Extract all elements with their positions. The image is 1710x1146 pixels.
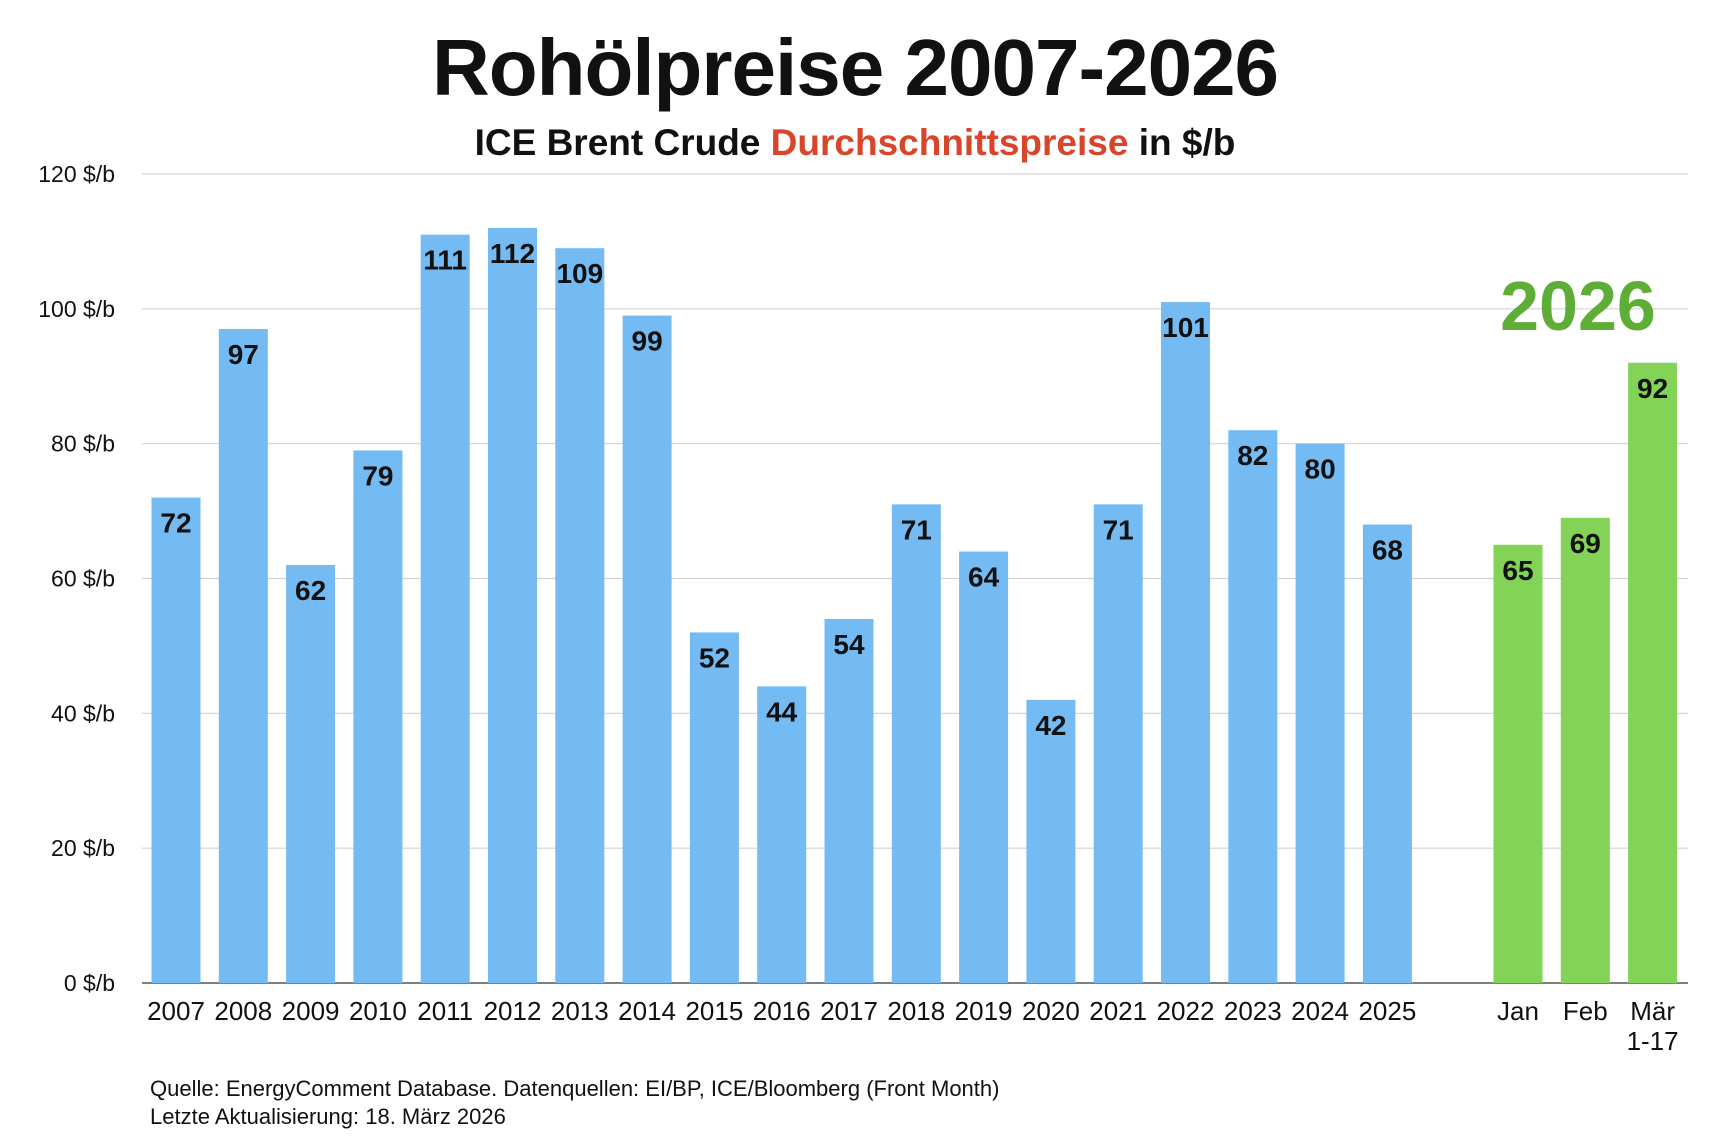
data-label: 52	[699, 642, 730, 673]
bar	[959, 551, 1009, 983]
bar	[555, 248, 605, 984]
data-label: 71	[1103, 514, 1134, 545]
bar	[1093, 504, 1143, 983]
bar	[1560, 517, 1610, 983]
bar	[891, 504, 941, 983]
data-label: 101	[1162, 312, 1209, 343]
data-label: 82	[1237, 440, 1268, 471]
bar	[689, 632, 739, 983]
group-label-2026: 2026	[1500, 267, 1656, 345]
y-tick-label: 0 $/b	[64, 970, 115, 996]
bar	[1493, 544, 1543, 983]
x-tick-label: Mär	[1630, 996, 1675, 1026]
bar	[286, 565, 336, 983]
bar	[1362, 524, 1412, 983]
data-label: 64	[968, 562, 1000, 593]
x-tick-label: Jan	[1497, 996, 1539, 1026]
x-tick-label: 1-17	[1627, 1026, 1679, 1056]
data-label: 44	[766, 696, 798, 727]
source-text: Quelle: EnergyComment Database. Datenque…	[150, 1076, 1000, 1101]
bar	[1026, 699, 1076, 983]
source-note: Quelle: EnergyComment Database. Datenque…	[150, 1075, 999, 1131]
y-tick-label: 40 $/b	[51, 700, 115, 726]
x-tick-label: 2013	[551, 996, 609, 1026]
data-label: 68	[1372, 535, 1403, 566]
data-label: 71	[901, 514, 932, 545]
x-tick-label: 2008	[214, 996, 272, 1026]
x-tick-label: 2017	[820, 996, 878, 1026]
data-label: 99	[632, 326, 663, 357]
x-tick-label: Feb	[1563, 996, 1608, 1026]
subtitle-accent: Durchschnittspreise	[770, 122, 1129, 163]
x-tick-label: 2020	[1022, 996, 1080, 1026]
x-tick-label: 2009	[282, 996, 340, 1026]
bar	[622, 315, 672, 983]
x-tick-label: 2007	[147, 996, 205, 1026]
data-label: 112	[490, 238, 535, 269]
update-text: Letzte Aktualisierung: 18. März 2026	[150, 1104, 506, 1129]
bar	[1628, 362, 1678, 983]
bar	[151, 497, 201, 983]
bar	[420, 234, 470, 984]
data-label: 92	[1637, 373, 1668, 404]
y-tick-label: 20 $/b	[51, 835, 115, 861]
data-label: 72	[160, 508, 191, 539]
bar	[757, 686, 807, 983]
data-label: 62	[295, 575, 326, 606]
data-label: 54	[833, 629, 865, 660]
y-tick-label: 120 $/b	[38, 161, 115, 187]
bar	[353, 450, 403, 983]
bar	[218, 329, 268, 983]
data-label: 109	[556, 258, 603, 289]
data-label: 79	[362, 460, 393, 491]
x-tick-label: 2019	[955, 996, 1013, 1026]
bar	[824, 618, 874, 983]
x-tick-label: 2011	[417, 996, 473, 1026]
bar	[488, 227, 537, 983]
y-tick-label: 100 $/b	[38, 296, 115, 322]
bar	[1228, 430, 1278, 983]
data-label: 111	[423, 245, 467, 276]
x-tick-label: 2014	[618, 996, 676, 1026]
data-label: 69	[1570, 528, 1601, 559]
x-tick-label: 2016	[753, 996, 811, 1026]
chart-title: Rohölpreise 2007-2026	[431, 23, 1279, 112]
bar	[1161, 302, 1210, 983]
x-tick-label: 2024	[1291, 996, 1349, 1026]
bar	[1295, 443, 1345, 984]
x-tick-label: 2025	[1358, 996, 1416, 1026]
x-tick-label: 2015	[685, 996, 743, 1026]
data-label: 80	[1305, 454, 1336, 485]
x-tick-label: 2010	[349, 996, 407, 1026]
chart-subtitle: ICE Brent Crude Durchschnittspreise in $…	[0, 122, 1710, 164]
data-label: 97	[228, 339, 259, 370]
y-tick-label: 60 $/b	[51, 566, 115, 592]
x-tick-label: 2018	[887, 996, 945, 1026]
x-tick-label: 2012	[484, 996, 542, 1026]
subtitle-part1: ICE Brent Crude	[474, 122, 761, 163]
x-tick-label: 2021	[1089, 996, 1147, 1026]
subtitle-part3: in $/b	[1138, 122, 1236, 163]
y-tick-label: 80 $/b	[51, 431, 115, 457]
data-label: 42	[1035, 710, 1066, 741]
data-label: 65	[1502, 555, 1533, 586]
x-tick-label: 2023	[1224, 996, 1282, 1026]
x-tick-label: 2022	[1157, 996, 1215, 1026]
